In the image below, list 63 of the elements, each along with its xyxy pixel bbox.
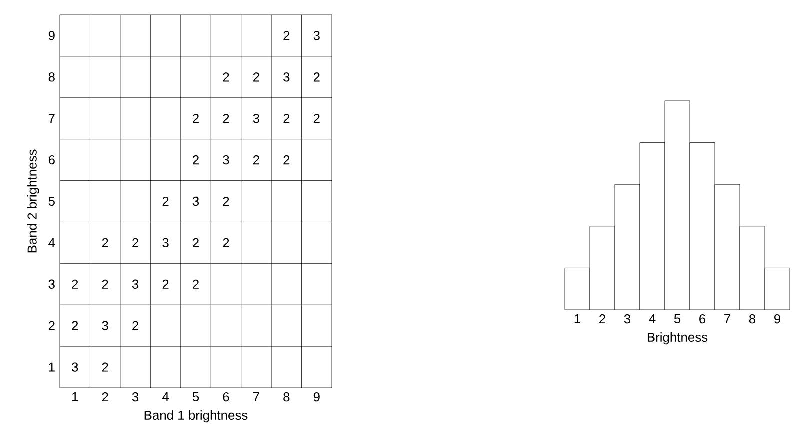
- data-label: 2: [72, 280, 78, 289]
- data-label: 2: [314, 114, 320, 124]
- data-label: 2: [284, 31, 290, 40]
- data-label: 2: [162, 196, 169, 206]
- data-label: 2: [162, 280, 169, 289]
- x-tick-label: 7: [254, 392, 260, 402]
- data-label: 2: [193, 156, 199, 165]
- x-axis-title: Brightness: [648, 332, 708, 345]
- data-label: 2: [254, 72, 260, 82]
- y-tick-label: 8: [48, 72, 55, 82]
- data-label: 2: [132, 238, 139, 248]
- data-label: 2: [314, 72, 320, 82]
- x-tick-label: 5: [192, 392, 200, 402]
- x-tick-label: 3: [132, 392, 139, 402]
- x-tick-label: 2: [600, 314, 606, 324]
- data-label: 3: [253, 114, 260, 124]
- y-tick-label: 2: [48, 321, 55, 330]
- x-axis-title: Band 1 brightness: [144, 410, 248, 423]
- data-label: 2: [102, 238, 108, 248]
- x-tick-label: 8: [749, 314, 756, 324]
- data-label: 2: [284, 114, 290, 124]
- y-tick-label: 9: [48, 31, 55, 40]
- x-tick-label: 9: [314, 392, 320, 402]
- x-tick-label: 1: [72, 392, 78, 402]
- x-tick-label: 8: [284, 392, 290, 402]
- x-tick-label: 5: [674, 314, 681, 324]
- data-label: 3: [102, 321, 108, 330]
- x-tick-label: 4: [649, 314, 656, 324]
- x-tick-label: 7: [724, 314, 730, 324]
- x-tick-label: 4: [162, 392, 170, 402]
- data-label: 3: [72, 362, 78, 372]
- data-label: 3: [284, 72, 290, 82]
- data-label: 2: [193, 280, 199, 289]
- data-label: 2: [223, 114, 230, 124]
- data-label: 2: [193, 114, 199, 124]
- y-tick-label: 7: [48, 114, 55, 124]
- x-tick-label: 3: [624, 314, 631, 324]
- data-label: 2: [223, 196, 230, 206]
- x-tick-label: 6: [700, 314, 706, 324]
- y-tick-label: 1: [49, 362, 55, 372]
- x-tick-label: 6: [223, 392, 230, 402]
- y-tick-label: 6: [48, 155, 55, 165]
- data-label: 3: [132, 280, 139, 289]
- data-label: 3: [314, 31, 320, 40]
- x-tick-label: 9: [774, 314, 780, 324]
- y-tick-label: 4: [48, 238, 56, 248]
- data-label: 2: [223, 72, 230, 82]
- data-label: 2: [72, 321, 78, 330]
- data-label: 2: [284, 156, 290, 165]
- data-label: 3: [223, 155, 230, 165]
- data-label: 2: [254, 156, 260, 165]
- data-label: 2: [223, 238, 230, 248]
- x-tick-label: 1: [574, 314, 580, 324]
- y-tick-label: 3: [48, 280, 55, 289]
- y-axis-title: Band 2 brightness: [27, 150, 40, 253]
- data-label: 2: [102, 280, 108, 289]
- y-tick-label: 5: [48, 196, 55, 206]
- x-tick-label: 2: [102, 392, 108, 402]
- data-label: 2: [102, 362, 108, 372]
- data-label: 3: [192, 196, 200, 206]
- data-label: 3: [162, 238, 169, 248]
- data-label: 2: [193, 238, 199, 248]
- data-label: 2: [132, 321, 139, 330]
